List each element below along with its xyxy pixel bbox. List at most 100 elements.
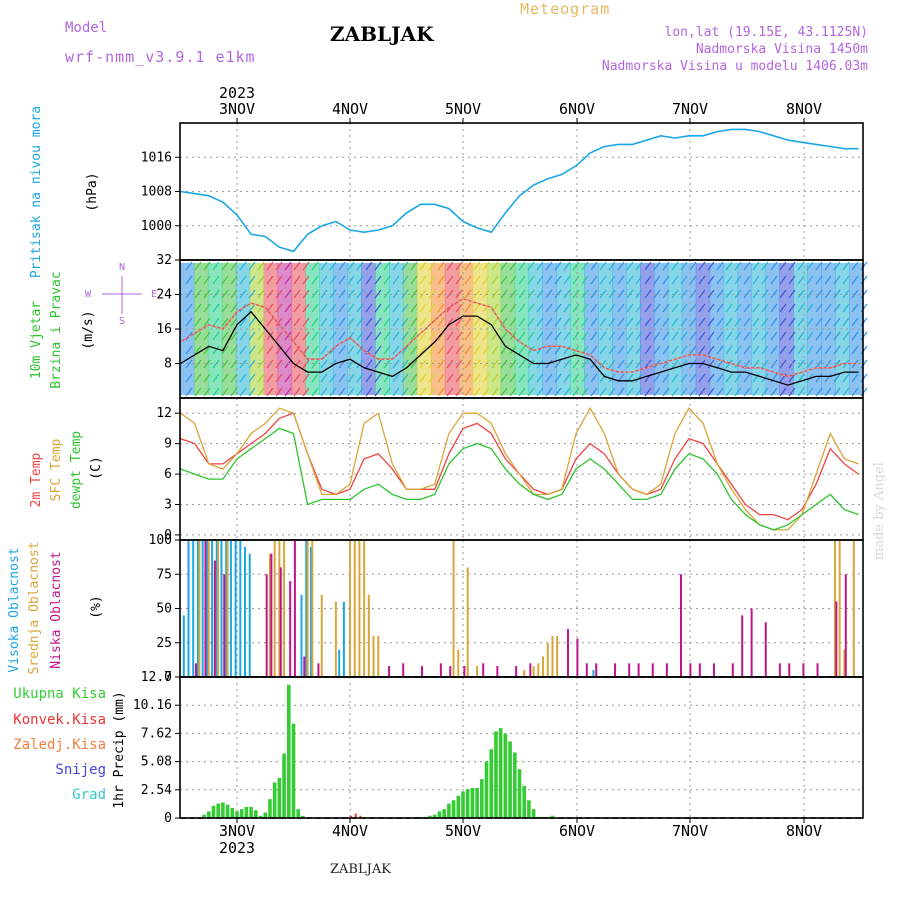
wind-barb — [860, 317, 868, 327]
day-label-bottom: 7NOV — [672, 822, 708, 840]
wind-barb — [806, 317, 814, 327]
wind-barb — [851, 261, 859, 271]
wind-barb — [572, 317, 580, 327]
wind-barb — [509, 387, 517, 397]
wind-barb — [230, 331, 238, 341]
wind-barb — [815, 289, 823, 299]
bar-precip_total — [475, 788, 479, 818]
wind-barb — [563, 387, 571, 397]
bar-cloud_high — [220, 540, 223, 677]
wind-barb — [293, 303, 301, 313]
ylabel-cloud-unit: (%) — [89, 595, 104, 618]
wind-barb — [239, 373, 247, 383]
wind-barb — [842, 387, 850, 397]
wind-barb — [545, 387, 553, 397]
wind-barb — [761, 289, 769, 299]
wind-barb — [626, 387, 634, 397]
wind-barb — [266, 275, 274, 285]
wind-barb — [293, 275, 301, 285]
bar-cloud_mid — [457, 649, 460, 677]
bar-precip_total — [216, 803, 220, 818]
wind-barb — [563, 261, 571, 271]
wind-barb — [482, 331, 490, 341]
wind-barb — [617, 387, 625, 397]
wind-barb — [194, 303, 202, 313]
wind-barb — [599, 373, 607, 383]
wind-barb — [770, 275, 778, 285]
wind-barb — [293, 317, 301, 327]
wind-barb — [626, 275, 634, 285]
wind-barb — [284, 387, 292, 397]
bar-cloud_high — [215, 540, 218, 677]
wind-barb — [725, 345, 733, 355]
wind-barb — [653, 387, 661, 397]
wind-barb — [257, 345, 265, 355]
bar-precip_conv — [350, 815, 352, 818]
wind-barb — [761, 275, 769, 285]
bar-cloud_mid — [278, 540, 281, 677]
wind-barb — [392, 303, 400, 313]
wind-barb — [401, 373, 409, 383]
wind-barb — [338, 373, 346, 383]
wind-barb — [554, 303, 562, 313]
wind-barb — [599, 387, 607, 397]
wind-barb — [833, 373, 841, 383]
wind-barb — [797, 359, 805, 369]
day-label-bottom: 5NOV — [445, 822, 481, 840]
bar-cloud_low — [439, 663, 442, 677]
bar-precip_total — [202, 814, 206, 818]
wind-barb — [383, 387, 391, 397]
wind-barb-cell — [681, 263, 697, 395]
bar-cloud_low — [213, 560, 216, 677]
wind-barb — [752, 345, 760, 355]
wind-barb — [230, 275, 238, 285]
wind-barb — [725, 261, 733, 271]
bar-precip_total — [512, 752, 517, 818]
wind-barb — [437, 303, 445, 313]
wind-barb — [392, 275, 400, 285]
wind-barb — [815, 373, 823, 383]
wind-barb — [383, 275, 391, 285]
wind-barb — [671, 331, 679, 341]
wind-barb — [212, 317, 220, 327]
wind-barb — [797, 303, 805, 313]
wind-barb — [842, 303, 850, 313]
wind-barb — [491, 317, 499, 327]
wind-barb — [779, 387, 787, 397]
wind-barb — [518, 275, 526, 285]
wind-barb — [473, 373, 481, 383]
wind-barb — [743, 387, 751, 397]
wind-barb — [266, 345, 274, 355]
wind-barb — [518, 387, 526, 397]
wind-barb — [833, 303, 841, 313]
wind-barb — [248, 261, 256, 271]
series-pressure — [180, 128, 859, 253]
wind-barb — [284, 317, 292, 327]
wind-barb — [788, 303, 796, 313]
bar-cloud_low — [496, 666, 499, 677]
compass-e: E — [151, 289, 157, 300]
wind-barb — [347, 289, 355, 299]
y-tick-label: 25 — [156, 636, 172, 651]
wind-barb — [302, 345, 310, 355]
wind-barb — [320, 345, 328, 355]
wind-barb — [716, 303, 724, 313]
wind-barb — [437, 317, 445, 327]
wind-barb — [725, 289, 733, 299]
wind-barb — [653, 373, 661, 383]
bar-precip_total — [517, 769, 522, 818]
wind-barb — [221, 317, 229, 327]
wind-barb — [392, 331, 400, 341]
wind-barb — [536, 373, 544, 383]
wind-barb — [851, 373, 859, 383]
wind-barb — [788, 261, 796, 271]
bar-cloud_mid — [207, 540, 210, 677]
wind-barb — [356, 275, 364, 285]
wind-barb — [527, 331, 535, 341]
wind-barb — [212, 275, 220, 285]
wind-barb — [851, 331, 859, 341]
wind-barb — [626, 303, 634, 313]
bar-cloud_high — [305, 540, 308, 677]
wind-barb — [527, 373, 535, 383]
wind-barb — [734, 373, 742, 383]
